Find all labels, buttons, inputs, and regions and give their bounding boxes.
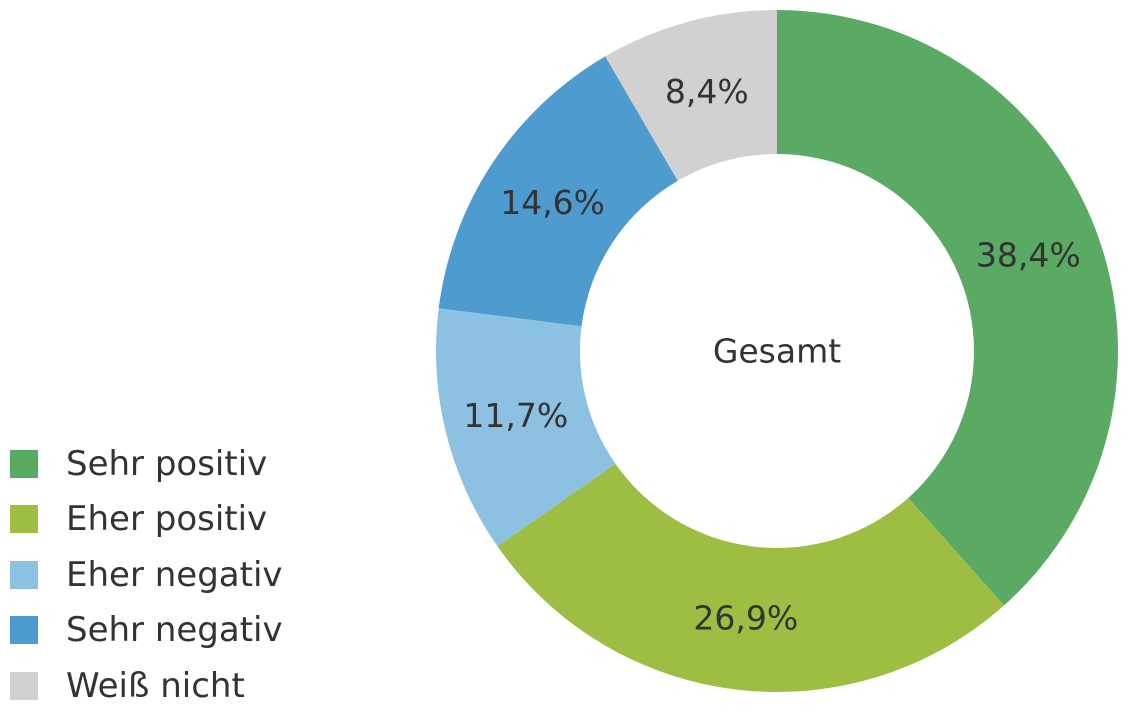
data-label: 26,9% — [693, 599, 798, 638]
slice-labels: 38,4% 26,9% 11,7% 14,6% 8,4% — [463, 72, 1080, 638]
legend-item-eher-positiv: Eher positiv — [10, 492, 283, 548]
slice-sehr-negativ — [438, 56, 678, 327]
legend-swatch — [10, 616, 38, 645]
center-label: Gesamt — [713, 332, 841, 371]
legend-item-sehr-positiv: Sehr positiv — [10, 436, 283, 492]
data-label: 38,4% — [976, 236, 1081, 275]
legend-item-sehr-negativ: Sehr negativ — [10, 603, 283, 659]
data-label: 11,7% — [463, 396, 568, 435]
slice-sehr-positiv — [777, 10, 1118, 606]
legend-item-eher-negativ: Eher negativ — [10, 547, 283, 603]
slice-eher-positiv — [497, 463, 1005, 692]
legend-label: Eher negativ — [66, 554, 283, 595]
legend-swatch — [10, 505, 38, 534]
legend-swatch — [10, 449, 38, 478]
legend-swatch — [10, 560, 38, 589]
legend-label: Weiß nicht — [66, 665, 245, 706]
slices — [436, 10, 1118, 692]
legend-label: Sehr negativ — [66, 610, 283, 651]
data-label: 14,6% — [500, 183, 605, 222]
legend-label: Eher positiv — [66, 499, 268, 540]
legend-label: Sehr positiv — [66, 443, 268, 484]
legend-swatch — [10, 671, 38, 700]
slice-eher-negativ — [436, 308, 616, 547]
data-label: 8,4% — [665, 72, 749, 111]
slice-weiss-nicht — [605, 10, 777, 181]
legend: Sehr positiv Eher positiv Eher negativ S… — [10, 436, 283, 714]
legend-item-weiss-nicht: Weiß nicht — [10, 658, 283, 714]
